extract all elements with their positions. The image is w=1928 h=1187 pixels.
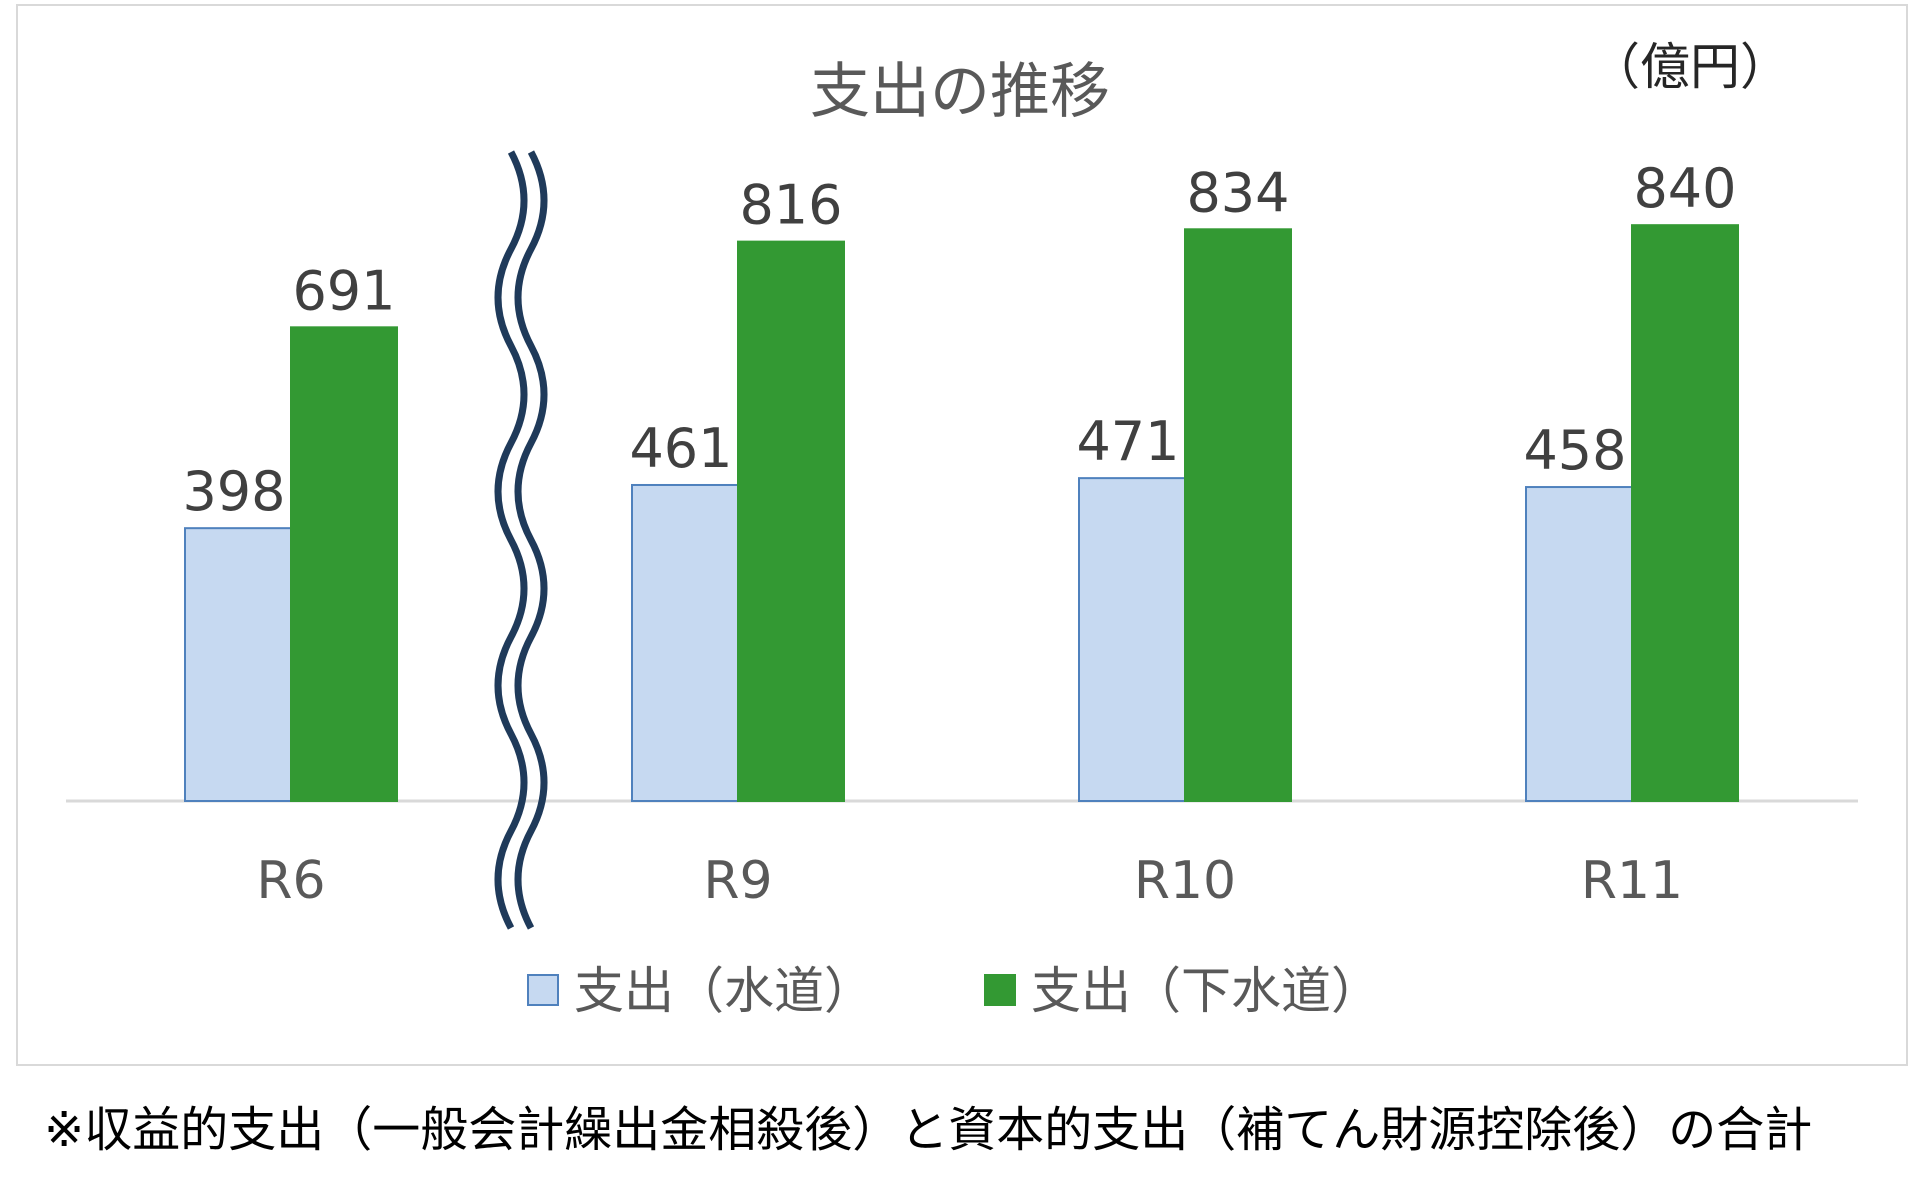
data-label-sewer-R11: 840 — [1633, 157, 1736, 220]
legend-label-sewer: 支出（下水道） — [1031, 962, 1381, 1020]
data-label-water-R11: 458 — [1523, 419, 1626, 482]
x-tick-R6: R6 — [256, 851, 325, 911]
data-label-water-R6: 398 — [182, 460, 285, 523]
axis-break-symbol — [494, 150, 548, 930]
legend-label-water: 支出（水道） — [574, 962, 874, 1020]
bar-water-R11 — [1525, 486, 1633, 802]
legend-swatch-sewer — [984, 974, 1016, 1006]
data-label-sewer-R6: 691 — [292, 259, 395, 322]
data-label-water-R10: 471 — [1076, 410, 1179, 473]
chart-title: 支出の推移 — [810, 57, 1110, 127]
data-label-water-R9: 461 — [629, 417, 732, 480]
unit-label: （億円） — [1590, 38, 1790, 96]
data-label-sewer-R9: 816 — [739, 174, 842, 237]
bar-sewer-R11 — [1631, 224, 1739, 802]
bar-water-R10 — [1078, 477, 1186, 802]
axis-break-line-left — [494, 150, 528, 930]
bars: 398 691 R6 461 816 R9 471 834 R10 458 840 R11 — [182, 157, 1739, 911]
x-tick-R9: R9 — [703, 851, 772, 911]
legend: 支出（水道） 支出（下水道） — [527, 962, 1381, 1020]
bar-water-R6 — [184, 527, 292, 803]
x-tick-R10: R10 — [1134, 851, 1236, 911]
footnote: ※収益的支出（一般会計繰出金相殺後）と資本的支出（補てん財源控除後）の合計 — [44, 1102, 1813, 1158]
x-tick-R11: R11 — [1581, 851, 1683, 911]
bar-water-R9 — [631, 483, 739, 802]
bar-sewer-R9 — [737, 240, 845, 802]
chart: 支出の推移 （億円） 398 691 R6 461 816 R9 471 834 R10 458 8… — [66, 38, 1858, 1020]
axis-break-line-right — [514, 150, 548, 930]
data-label-sewer-R10: 834 — [1186, 161, 1289, 224]
bar-sewer-R10 — [1184, 228, 1292, 802]
bar-sewer-R6 — [290, 326, 398, 802]
legend-swatch-water — [527, 974, 559, 1006]
